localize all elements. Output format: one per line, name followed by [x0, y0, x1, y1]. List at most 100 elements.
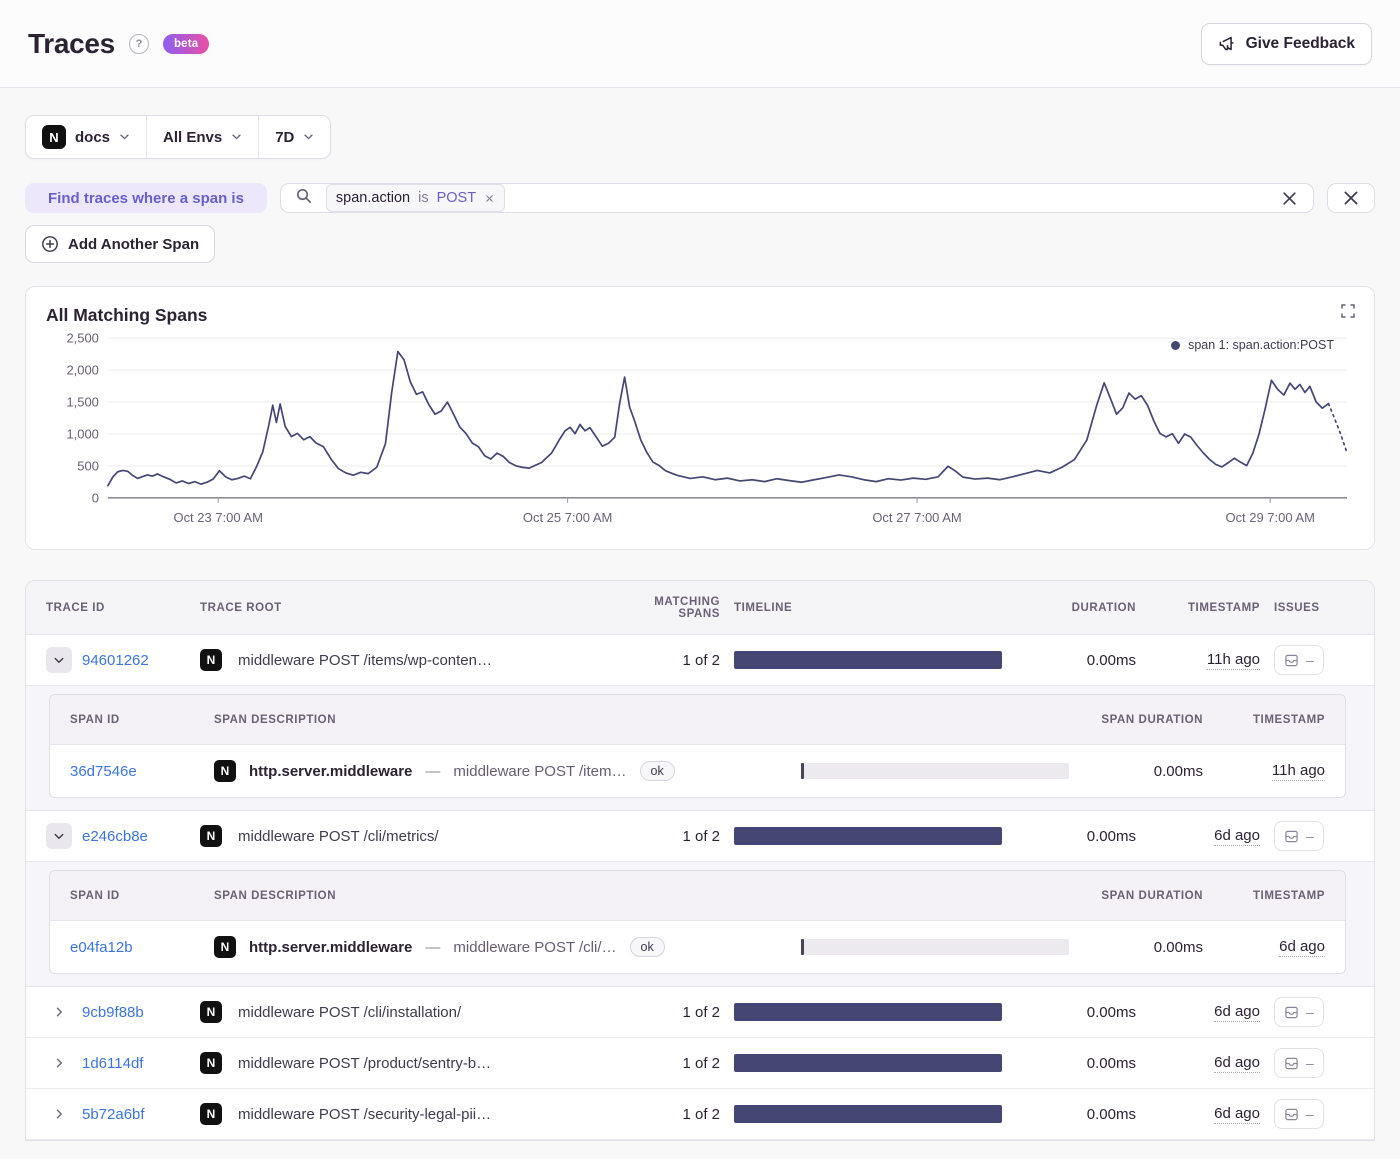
col-span-id: SPAN ID	[70, 713, 120, 726]
trace-id-link[interactable]: 1d6114df	[82, 1054, 144, 1072]
fullscreen-icon[interactable]	[1340, 303, 1356, 324]
issues-button[interactable]: –	[1274, 997, 1324, 1027]
issues-button[interactable]: –	[1274, 645, 1324, 675]
spans-line-chart: 0 500 1,000 1,500 2,000 2,500 Oct 23 7:00 AM Oc…	[66, 331, 1348, 525]
nextjs-project-icon: N	[200, 825, 222, 847]
col-span-description: SPAN DESCRIPTION	[214, 713, 337, 726]
expand-row-button[interactable]	[46, 1050, 72, 1076]
page-title: Traces	[28, 27, 115, 59]
col-span-description: SPAN DESCRIPTION	[214, 889, 337, 902]
issues-button[interactable]: –	[1274, 1099, 1324, 1129]
chevron-down-icon	[119, 129, 130, 146]
svg-text:1,000: 1,000	[66, 426, 98, 441]
help-icon[interactable]: ?	[128, 33, 149, 54]
collapse-row-button[interactable]	[46, 647, 72, 673]
chart-legend[interactable]: span 1: span.action:POST	[1171, 338, 1334, 352]
duration-value: 0.00ms	[1086, 651, 1136, 669]
span-id-link[interactable]: e04fa12b	[70, 938, 133, 956]
span-status-badge: ok	[629, 937, 665, 957]
span-row[interactable]: e04fa12b N http.server.middleware — midd…	[50, 921, 1345, 973]
legend-label: span 1: span.action:POST	[1188, 338, 1334, 352]
project-selector[interactable]: N docs	[26, 116, 146, 158]
span-search-input[interactable]: span.action is POST	[279, 183, 1314, 213]
expand-row-button[interactable]	[46, 999, 72, 1025]
token-operator: is	[418, 190, 429, 206]
issues-inbox-icon	[1284, 653, 1299, 668]
table-row[interactable]: 94601262 N middleware POST /items/wp-con…	[26, 635, 1374, 686]
timestamp-value[interactable]: 6d ago	[1214, 1105, 1260, 1124]
matching-spans-count: 1 of 2	[682, 651, 720, 669]
span-description-label: middleware POST /item…	[453, 762, 627, 780]
span-timestamp-value[interactable]: 11h ago	[1271, 762, 1325, 781]
timeline-bar	[734, 1003, 1002, 1021]
table-row[interactable]: e246cb8e N middleware POST /cli/metrics/…	[26, 811, 1374, 862]
give-feedback-button[interactable]: Give Feedback	[1200, 22, 1372, 65]
nextjs-project-icon: N	[214, 760, 236, 782]
remove-span-condition-button[interactable]	[1327, 183, 1375, 213]
nextjs-project-icon: N	[42, 125, 66, 149]
environment-selector[interactable]: All Envs	[146, 116, 258, 158]
top-bar: Traces ? beta Give Feedback	[0, 0, 1400, 88]
collapse-row-button[interactable]	[46, 823, 72, 849]
trace-root-label: middleware POST /security-legal-pii…	[238, 1105, 492, 1123]
chart-title: All Matching Spans	[46, 305, 208, 325]
trace-id-link[interactable]: 94601262	[82, 651, 149, 669]
span-status-badge: ok	[639, 761, 675, 781]
plus-circle-icon	[41, 235, 59, 253]
svg-text:500: 500	[77, 458, 99, 473]
trace-root-label: middleware POST /cli/metrics/	[238, 827, 439, 845]
search-token[interactable]: span.action is POST	[325, 184, 506, 212]
megaphone-icon	[1218, 34, 1237, 53]
legend-dot	[1171, 340, 1181, 350]
timestamp-value[interactable]: 6d ago	[1214, 1003, 1260, 1022]
chevron-down-icon	[53, 654, 65, 666]
project-selector-label: docs	[75, 128, 111, 146]
span-row[interactable]: 36d7546e N http.server.middleware — midd…	[50, 745, 1345, 797]
col-timeline: TIMELINE	[734, 601, 793, 614]
give-feedback-label: Give Feedback	[1245, 34, 1355, 52]
span-description-label: middleware POST /cli/…	[453, 938, 617, 956]
span-id-link[interactable]: 36d7546e	[70, 762, 137, 780]
traces-table: TRACE ID TRACE ROOT MATCHING SPANS TIMEL…	[25, 580, 1375, 1141]
nextjs-project-icon: N	[200, 1052, 222, 1074]
issues-inbox-icon	[1284, 829, 1299, 844]
find-traces-label: Find traces where a span is	[25, 183, 267, 213]
token-key: span.action	[335, 190, 411, 206]
span-table-header: SPAN ID SPAN DESCRIPTION SPAN DURATION T…	[50, 871, 1345, 921]
issues-inbox-icon	[1284, 1056, 1299, 1071]
col-span-duration: SPAN DURATION	[1101, 889, 1203, 902]
trace-id-link[interactable]: e246cb8e	[82, 827, 148, 845]
span-timestamp-value[interactable]: 6d ago	[1279, 938, 1325, 957]
add-another-span-button[interactable]: Add Another Span	[25, 225, 216, 263]
table-row[interactable]: 1d6114df N middleware POST /product/sent…	[26, 1038, 1374, 1089]
expanded-span-section: SPAN ID SPAN DESCRIPTION SPAN DURATION T…	[26, 862, 1374, 987]
timestamp-value[interactable]: 6d ago	[1214, 1054, 1260, 1073]
trace-id-link[interactable]: 9cb9f88b	[82, 1003, 144, 1021]
issues-button[interactable]: –	[1274, 821, 1324, 851]
expand-row-button[interactable]	[46, 1101, 72, 1127]
token-remove-icon[interactable]	[484, 193, 495, 204]
trace-id-link[interactable]: 5b72a6bf	[82, 1105, 145, 1123]
separator-dash: —	[425, 938, 441, 956]
issues-count: –	[1306, 652, 1314, 668]
issues-count: –	[1306, 828, 1314, 844]
timeline-bar	[734, 1054, 1002, 1072]
chevron-down-icon	[53, 830, 65, 842]
table-row[interactable]: 5b72a6bf N middleware POST /security-leg…	[26, 1089, 1374, 1140]
duration-value: 0.00ms	[1086, 1054, 1136, 1072]
col-timestamp: TIMESTAMP	[1187, 601, 1260, 614]
issues-button[interactable]: –	[1274, 1048, 1324, 1078]
timestamp-value[interactable]: 6d ago	[1214, 827, 1260, 846]
col-span-timestamp: TIMESTAMP	[1252, 889, 1325, 902]
issues-count: –	[1306, 1106, 1314, 1122]
svg-text:1,500: 1,500	[66, 395, 98, 410]
timestamp-value[interactable]: 11h ago	[1206, 651, 1260, 670]
nextjs-project-icon: N	[200, 649, 222, 671]
trace-root-label: middleware POST /cli/installation/	[238, 1003, 462, 1021]
table-row[interactable]: 9cb9f88b N middleware POST /cli/installa…	[26, 987, 1374, 1038]
col-issues: ISSUES	[1274, 601, 1320, 614]
col-span-id: SPAN ID	[70, 889, 120, 902]
search-clear-icon[interactable]	[1280, 189, 1299, 208]
col-duration: DURATION	[1071, 601, 1136, 614]
date-range-selector[interactable]: 7D	[258, 116, 330, 158]
